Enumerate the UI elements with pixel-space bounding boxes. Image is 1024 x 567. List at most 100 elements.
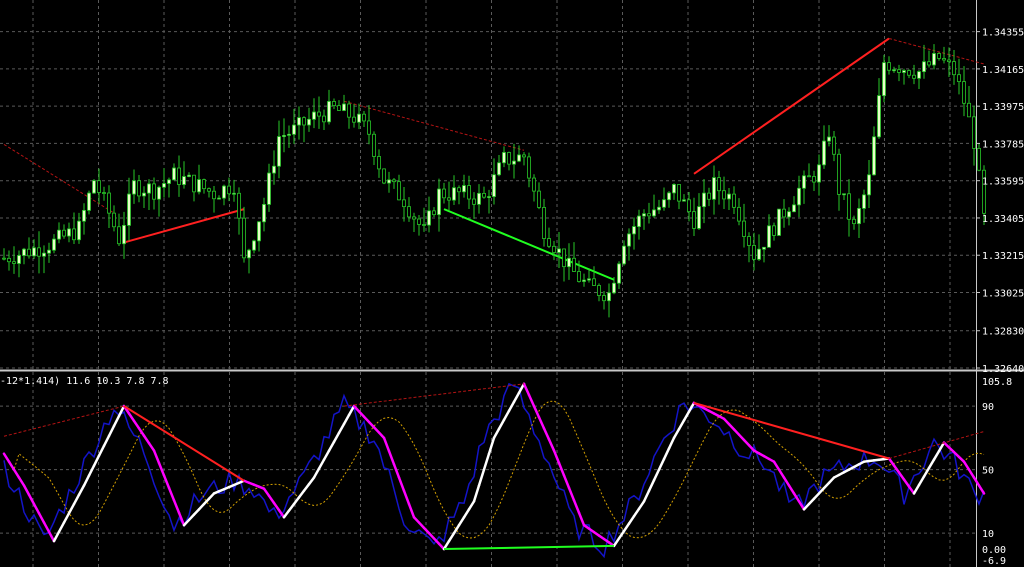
- candle-body: [967, 102, 971, 118]
- candle-body: [402, 199, 406, 208]
- candle-body: [827, 136, 831, 142]
- candle-body: [572, 257, 576, 272]
- candle-body: [647, 213, 651, 217]
- osc-main-segment: [662, 447, 671, 461]
- candle-body: [222, 185, 226, 199]
- candle-body: [737, 206, 741, 222]
- osc-main-segment: [67, 502, 76, 515]
- candle-body: [542, 207, 546, 239]
- osc-main-segment: [102, 434, 111, 448]
- candle-body: [7, 257, 11, 263]
- osc-main-segment: [112, 414, 121, 428]
- osc-tick-label: 50: [982, 466, 994, 477]
- osc-main-segment: [647, 478, 656, 493]
- candle-body: [757, 248, 761, 260]
- osc-main-segment: [797, 500, 806, 511]
- candle-body: [862, 194, 866, 209]
- candle-body: [462, 185, 466, 193]
- candle-body: [197, 179, 201, 193]
- osc-main-segment: [397, 476, 406, 493]
- candle-body: [642, 213, 646, 217]
- candle-body: [597, 285, 601, 296]
- candle-body: [577, 271, 581, 282]
- candle-body: [57, 229, 61, 240]
- osc-main-segment: [12, 468, 21, 479]
- osc-main-segment: [972, 476, 981, 487]
- candle-body: [922, 61, 926, 73]
- candle-body: [117, 226, 121, 245]
- osc-trendline: [888, 431, 985, 459]
- osc-trendline: [693, 401, 890, 460]
- candle-body: [452, 187, 456, 201]
- osc-main-segment: [917, 475, 926, 487]
- candle-body: [512, 160, 516, 165]
- osc-main-segment: [307, 476, 316, 486]
- osc-main-segment: [577, 511, 586, 527]
- candle-body: [522, 154, 526, 158]
- osc-tick-label: -6.9: [982, 556, 1006, 567]
- osc-main-segment: [617, 529, 626, 540]
- candle-body: [732, 193, 736, 208]
- osc-main-segment: [637, 500, 646, 511]
- candle-body: [247, 249, 251, 259]
- candle-body: [557, 248, 561, 253]
- candle-body: [287, 133, 291, 136]
- osc-tick-label: 0.00: [982, 545, 1006, 556]
- candle-body: [797, 187, 801, 206]
- candle-body: [82, 209, 86, 222]
- candle-body: [632, 226, 636, 235]
- osc-main-segment: [277, 508, 286, 519]
- candle-body: [502, 152, 506, 164]
- candle-body: [687, 199, 691, 213]
- candle-body: [352, 116, 356, 123]
- osc-main-segment: [52, 530, 61, 543]
- candle-body: [237, 192, 241, 219]
- osc-main-segment: [687, 401, 696, 413]
- candle-body: [747, 236, 751, 246]
- osc-main-segment: [147, 441, 156, 452]
- osc-main-segment: [502, 409, 511, 422]
- candle-body: [957, 74, 961, 83]
- candle-body: [32, 247, 36, 257]
- candle-body: [97, 180, 101, 193]
- candle-body: [767, 225, 771, 248]
- candle-body: [17, 255, 21, 264]
- candle-body: [832, 136, 836, 155]
- osc-main-segment: [132, 419, 141, 430]
- candle-body: [652, 209, 656, 217]
- candle-body: [122, 225, 126, 245]
- osc-main-segment: [267, 494, 276, 505]
- candle-body: [752, 245, 756, 260]
- candle-body: [292, 124, 296, 135]
- osc-main-segment: [62, 512, 71, 524]
- candle-body: [792, 204, 796, 213]
- candle-body: [912, 74, 916, 79]
- candle-body: [892, 69, 896, 72]
- osc-trendline: [123, 405, 245, 482]
- candle-body: [712, 177, 716, 200]
- candle-body: [442, 188, 446, 199]
- osc-main-segment: [162, 474, 171, 490]
- candle-body: [552, 245, 556, 253]
- osc-main-segment: [72, 493, 81, 506]
- candle-body: [162, 183, 166, 188]
- candle-body: [362, 113, 366, 122]
- candle-body: [532, 177, 536, 192]
- candle-body: [742, 220, 746, 237]
- osc-main-segment: [392, 463, 401, 479]
- candle-body: [527, 156, 531, 179]
- osc-main-segment: [522, 382, 531, 397]
- candle-body: [722, 190, 726, 200]
- candle-body: [357, 113, 361, 123]
- candle-body: [517, 154, 521, 162]
- osc-main-segment: [792, 492, 801, 503]
- candle-body: [842, 193, 846, 196]
- price-trendline: [123, 208, 245, 244]
- candle-body: [72, 228, 76, 241]
- price-tick-label: 1.33025: [982, 288, 1024, 299]
- candle-body: [332, 101, 336, 107]
- osc-main-segment: [402, 489, 411, 506]
- price-tick-label: 1.33975: [982, 102, 1024, 113]
- oscillator-axis: 105.8 90 50 10 0.00-6.9: [982, 377, 1012, 567]
